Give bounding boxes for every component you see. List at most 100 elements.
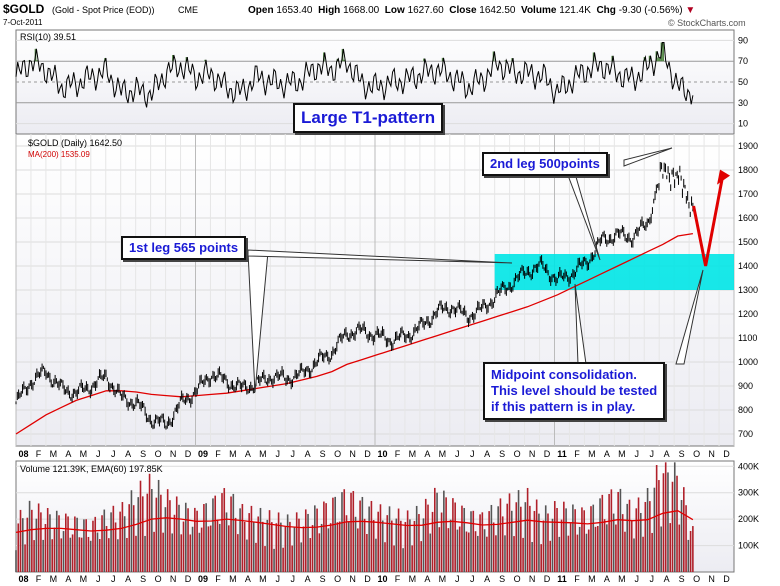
volume-bar <box>332 497 334 572</box>
volume-bar <box>44 524 47 572</box>
volume-bar <box>311 525 314 572</box>
volume-bar <box>144 535 146 572</box>
volume-bar <box>261 521 264 572</box>
volume-bar <box>547 513 549 572</box>
change-value: -9.30 (-0.56%) <box>618 5 683 16</box>
volume-bar <box>284 526 287 572</box>
volume-bar <box>191 526 194 572</box>
volume-bar <box>178 504 180 572</box>
volume-bar <box>289 521 291 572</box>
month-tick-label: J <box>649 449 654 459</box>
volume-bar <box>510 510 513 572</box>
volume-bar <box>678 524 681 572</box>
volume-bar <box>268 510 271 572</box>
volume-bar <box>153 531 155 572</box>
volume-bar <box>603 519 606 572</box>
low-label: Low <box>384 5 405 16</box>
month-tick-label: M <box>409 574 417 584</box>
volume-bar <box>35 518 38 572</box>
volume-bar <box>69 537 72 572</box>
volume-bar <box>259 507 262 572</box>
volume-bar <box>341 492 343 572</box>
price-tick-label: 1000 <box>738 357 758 367</box>
volume-bar <box>467 532 470 572</box>
month-tick-label: A <box>65 574 71 584</box>
rsi-tick-label: 30 <box>738 98 748 108</box>
symbol-title: $GOLD <box>3 2 45 16</box>
volume-value: 121.4K <box>559 5 591 16</box>
volume-ema-line <box>15 510 694 534</box>
month-tick-label: S <box>679 449 685 459</box>
month-tick-label: O <box>693 449 700 459</box>
midpoint-line-2: This level should be tested <box>491 383 658 398</box>
volume-bar <box>542 520 545 572</box>
volume-bar <box>508 493 511 572</box>
month-tick-label: N <box>170 574 177 584</box>
volume-bar <box>101 515 103 572</box>
rsi-overbought-fill <box>27 60 30 62</box>
low-value: 1627.60 <box>407 5 444 16</box>
volume-bar <box>114 522 117 572</box>
volume-bar <box>175 496 178 572</box>
volume-bar <box>556 508 558 572</box>
volume-bar <box>433 487 436 572</box>
volume-bar <box>264 546 266 572</box>
volume-bar <box>164 507 167 572</box>
volume-bar <box>384 542 386 572</box>
volume-bar <box>639 512 642 572</box>
volume-bar <box>669 523 672 572</box>
volume-bar <box>565 508 567 572</box>
month-tick-label: S <box>320 574 326 584</box>
volume-bar <box>132 505 135 572</box>
price-tick-label: 1500 <box>738 237 758 247</box>
volume-bar <box>540 544 542 572</box>
rsi-tick-label: 90 <box>738 35 748 45</box>
volume-bar <box>257 516 260 572</box>
volume-bar <box>483 529 486 572</box>
volume-bar <box>58 515 60 572</box>
month-tick-label: S <box>320 449 326 459</box>
volume-bar <box>676 475 678 572</box>
month-tick-label: 10 <box>377 449 387 459</box>
leg1-pointer-right <box>247 249 513 264</box>
rsi-overbought-fill <box>504 60 507 62</box>
month-tick-label: A <box>305 574 311 584</box>
volume-bar <box>200 527 203 572</box>
month-tick-label: 08 <box>18 449 28 459</box>
volume-bar <box>671 481 674 572</box>
ma-legend: MA(200) 1535.09 <box>28 150 90 159</box>
volume-bar <box>551 518 554 572</box>
volume-bar <box>282 547 284 572</box>
volume-bar <box>300 542 303 572</box>
volume-bar <box>646 487 649 572</box>
volume-bar <box>327 528 330 572</box>
forecast-path <box>692 179 724 267</box>
volume-bar <box>526 487 529 572</box>
price-tick-label: 1200 <box>738 309 758 319</box>
volume-tick-label: 100K <box>738 541 759 551</box>
volume-bar <box>325 503 327 572</box>
volume-bar <box>404 521 407 572</box>
month-tick-label: N <box>170 449 177 459</box>
volume-bar <box>372 520 375 572</box>
volume-bar <box>205 503 207 572</box>
month-tick-label: F <box>215 574 221 584</box>
month-tick-label: J <box>649 574 654 584</box>
volume-bar <box>49 514 51 572</box>
month-tick-label: J <box>111 574 116 584</box>
volume-bar <box>135 535 137 572</box>
month-tick-label: F <box>395 449 401 459</box>
volume-bar <box>60 538 63 572</box>
month-tick-label: A <box>484 574 490 584</box>
volume-bar <box>24 544 26 572</box>
volume-bar <box>504 535 506 572</box>
open-value: 1653.40 <box>276 5 313 16</box>
volume-bar <box>370 500 373 572</box>
volume-tick-label: 200K <box>738 514 759 524</box>
volume-bar <box>422 518 425 572</box>
volume-bar <box>363 518 366 572</box>
volume-bar <box>139 480 142 572</box>
volume-bar <box>486 536 488 572</box>
volume-bar <box>449 519 452 572</box>
month-tick-label: A <box>424 574 430 584</box>
